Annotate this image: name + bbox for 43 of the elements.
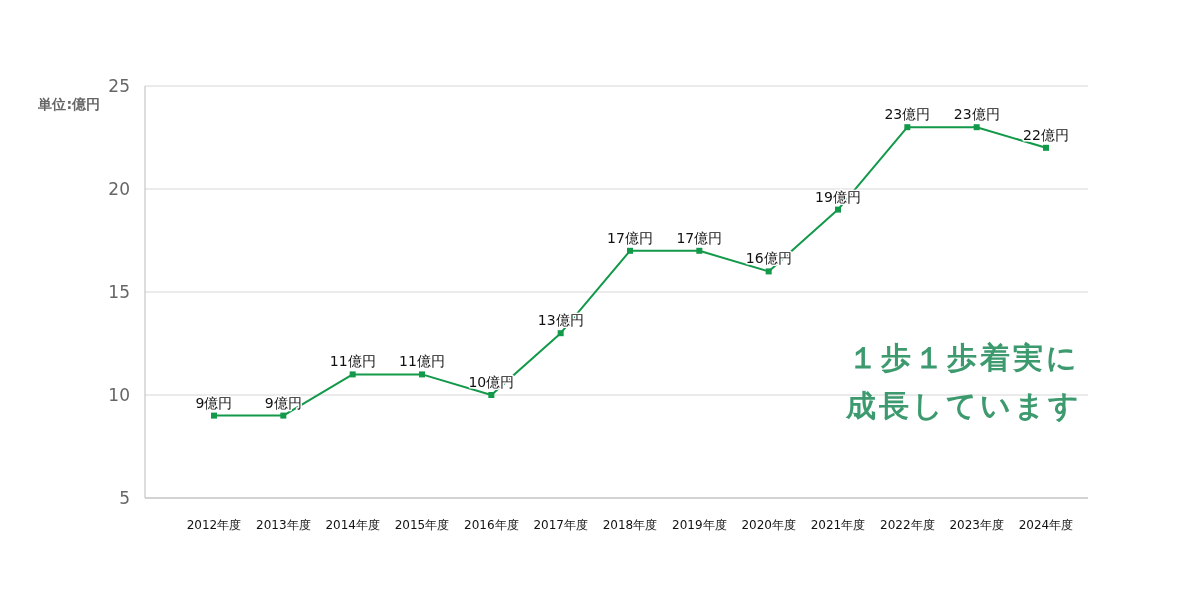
x-tick-label: 2012年度 <box>186 517 242 532</box>
point <box>280 412 287 419</box>
x-tick-label: 2023年度 <box>949 517 1004 532</box>
point <box>835 206 841 213</box>
x-tick-label: 2022年度 <box>880 517 935 532</box>
y-tick-label: 5 <box>119 488 130 509</box>
y-tick-label: 10 <box>108 385 130 406</box>
data-label: 23億円 <box>884 106 931 123</box>
x-tick-label: 2015年度 <box>394 517 450 532</box>
x-tick-label: 2014年度 <box>325 517 380 532</box>
data-label: 11億円 <box>329 353 376 370</box>
data-label: 17億円 <box>676 229 723 246</box>
x-tick-label: 2020年度 <box>741 517 796 532</box>
point <box>1043 144 1049 151</box>
point <box>557 330 564 337</box>
point <box>696 247 703 254</box>
x-tick-label: 2017年度 <box>533 517 588 532</box>
point <box>211 412 217 419</box>
annotation: 成長しています <box>846 387 1082 425</box>
y-tick-label: 20 <box>108 179 130 200</box>
x-tick-label: 2018年度 <box>602 517 658 532</box>
annotation: １歩１歩着実に <box>847 339 1081 377</box>
data-label: 23億円 <box>953 106 1000 123</box>
point <box>904 124 911 131</box>
point <box>488 392 495 398</box>
y-tick-label: 25 <box>108 76 130 97</box>
x-tick-label: 2016年度 <box>464 517 519 532</box>
point <box>419 371 425 378</box>
data-label: 9億円 <box>264 394 302 411</box>
x-tick-label: 2024年度 <box>1018 517 1074 532</box>
x-tick-label: 2019年度 <box>672 517 727 532</box>
x-tick-label: 2021年度 <box>810 517 866 532</box>
x-tick-label: 2013年度 <box>256 517 311 532</box>
point <box>765 268 772 275</box>
y-axis-title: 単位:億円 <box>37 96 100 114</box>
point <box>973 124 980 131</box>
point <box>627 247 633 254</box>
point <box>349 371 356 378</box>
data-label: 9億円 <box>195 394 233 411</box>
data-label: 17億円 <box>607 229 653 246</box>
data-label: 11億円 <box>399 353 445 370</box>
data-label: 22億円 <box>1023 126 1069 143</box>
y-tick-label: 15 <box>108 282 130 303</box>
